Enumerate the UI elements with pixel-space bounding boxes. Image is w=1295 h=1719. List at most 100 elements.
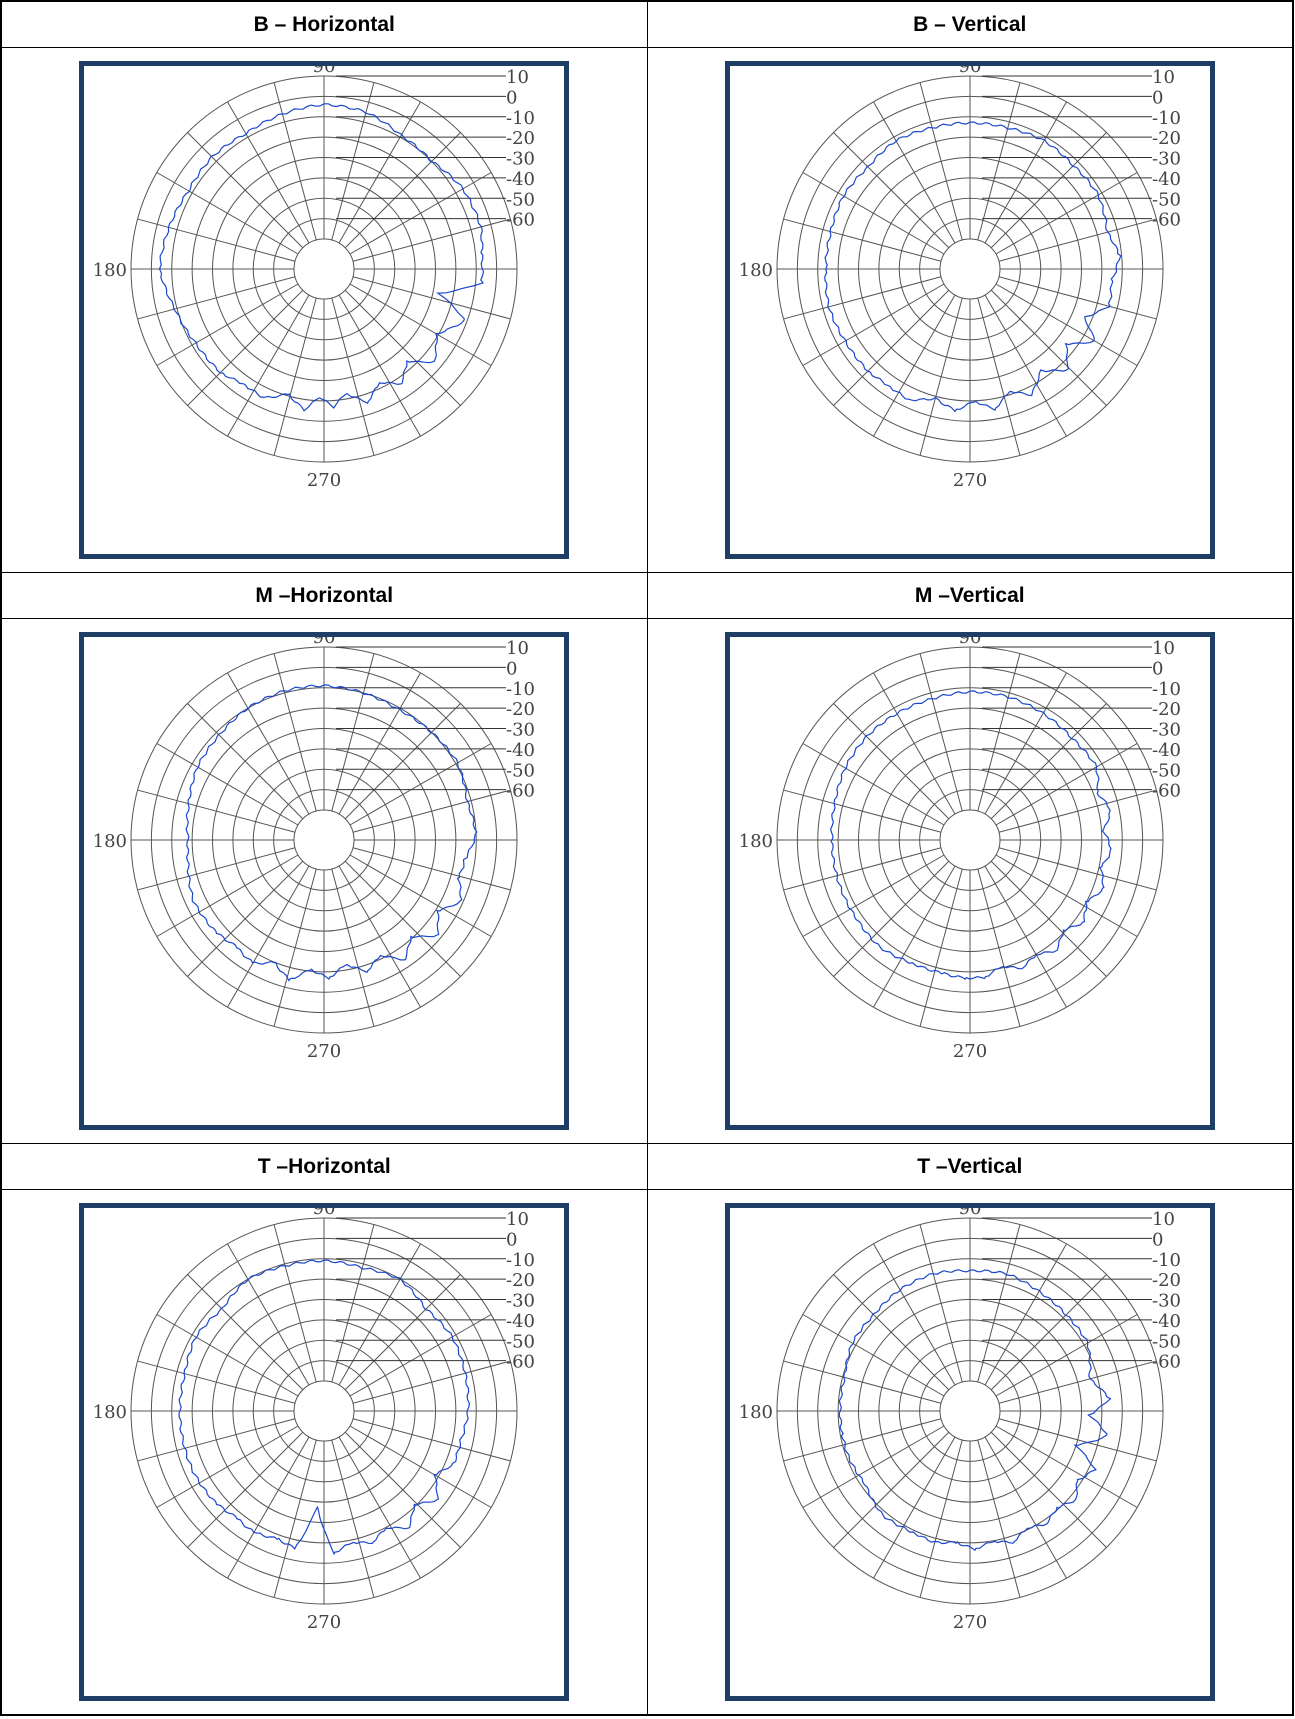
chart-title-t-vertical: T –Vertical (646, 1143, 1294, 1190)
grid-spoke (187, 703, 304, 820)
radial-tick-label: 0 (1152, 87, 1163, 108)
grid-spoke (273, 82, 317, 241)
grid-spoke (349, 743, 492, 826)
radial-tick-label: -50 (1152, 760, 1181, 781)
angle-label-270: 270 (953, 1041, 987, 1062)
grid-spoke (156, 743, 299, 826)
grid-spoke (832, 289, 949, 406)
grid-spoke (345, 860, 462, 977)
grid-ring (293, 1380, 355, 1442)
grid-spoke (872, 1243, 956, 1386)
grid-spoke (349, 1425, 492, 1508)
pattern-trace (159, 103, 485, 412)
plot-frame: 10 0 -10 -20 -30 -40 -50 -60 90 180 270 (79, 1203, 570, 1701)
radial-tick-label: -10 (506, 679, 535, 700)
polar-plot-t-horizontal: 100-10-20-30-40-50-60 90 180 270 (93, 1208, 535, 1633)
grid-spoke (227, 101, 310, 244)
grid-spoke (353, 1418, 511, 1462)
grid-spoke (338, 672, 422, 815)
grid-spoke (984, 294, 1067, 437)
grid-spoke (783, 789, 941, 833)
angle-label-180: 180 (738, 260, 772, 281)
grid-spoke (783, 276, 941, 320)
grid-spoke (227, 1243, 310, 1386)
radial-tick-label: -50 (506, 189, 535, 210)
grid-spoke (345, 289, 462, 406)
radial-tick-label: -10 (506, 1250, 535, 1271)
grid-spoke (984, 1243, 1067, 1386)
grid-spoke (187, 1274, 304, 1391)
plot-frame: 10 0 -10 -20 -30 -40 -50 -60 90 180 270 (79, 632, 570, 1130)
grid-spoke (990, 1274, 1107, 1391)
grid-spoke (919, 82, 963, 241)
radial-tick-label: -30 (506, 1291, 535, 1312)
grid-spoke (919, 868, 963, 1027)
grid-spoke (977, 1439, 1021, 1598)
radial-tick-label: -10 (1152, 1250, 1181, 1271)
radial-tick-label: -60 (1152, 781, 1181, 802)
grid-spoke (349, 172, 492, 255)
radial-tick-label: -10 (1152, 679, 1181, 700)
grid-spoke (802, 283, 945, 366)
radial-tick-label: 0 (506, 87, 517, 108)
grid-ring (939, 238, 1001, 300)
grid-spoke (802, 743, 945, 826)
grid-spoke (872, 1436, 956, 1579)
grid-spoke (137, 789, 296, 833)
radial-tick-label: 0 (1152, 658, 1163, 679)
grid-spoke (338, 1436, 422, 1579)
grid-spoke (977, 82, 1021, 241)
grid-spoke (872, 294, 956, 437)
grid-spoke (919, 653, 963, 812)
chart-title-b-horizontal: B – Horizontal (0, 0, 648, 48)
chart-title-t-horizontal: T –Horizontal (0, 1143, 648, 1190)
grid-spoke (353, 847, 511, 891)
polar-plot-m-horizontal: 100-10-20-30-40-50-60 90 180 270 (93, 637, 535, 1062)
grid-spoke (156, 1425, 299, 1508)
radial-tick-label: -40 (1152, 169, 1181, 190)
angle-label-270: 270 (307, 1041, 341, 1062)
grid-spoke (156, 1314, 299, 1397)
pattern-trace (185, 684, 478, 982)
grid-spoke (984, 1436, 1067, 1579)
grid-spoke (349, 854, 492, 937)
grid-spoke (345, 1431, 462, 1548)
radial-tick-label: -20 (1152, 699, 1181, 720)
radial-tick-label: -40 (506, 740, 535, 761)
grid-spoke (137, 276, 296, 320)
pattern-trace (838, 1269, 1112, 1551)
chart-cell-b-vertical: 10 0 -10 -20 -30 -40 -50 -60 90 180 270 (646, 47, 1294, 573)
grid-spoke (872, 101, 956, 244)
radial-tick-label: -40 (506, 169, 535, 190)
grid-spoke (990, 860, 1107, 977)
grid-spoke (187, 132, 304, 249)
pattern-trace (823, 121, 1122, 413)
radial-tick-label: -30 (1152, 149, 1181, 170)
grid-spoke (990, 132, 1107, 249)
grid-spoke (331, 82, 375, 241)
grid-spoke (919, 297, 963, 456)
radial-tick-label: 10 (506, 67, 529, 88)
grid-spoke (990, 289, 1107, 406)
grid-spoke (998, 847, 1157, 891)
radial-tick-label: -50 (506, 760, 535, 781)
pattern-trace (829, 690, 1112, 980)
grid-spoke (187, 289, 304, 406)
grid-spoke (919, 1224, 963, 1383)
radial-tick-label: -10 (1152, 108, 1181, 129)
angle-label-90: 90 (958, 66, 981, 77)
grid-spoke (977, 1224, 1021, 1383)
radial-tick-label: -30 (1152, 1291, 1181, 1312)
grid-spoke (984, 865, 1067, 1008)
grid-spoke (984, 672, 1067, 815)
polar-plot-t-vertical: 100-10-20-30-40-50-60 90 180 270 (738, 1208, 1181, 1633)
angle-label-90: 90 (313, 66, 336, 77)
grid-spoke (227, 672, 310, 815)
radial-tick-label: -60 (1152, 1352, 1181, 1373)
grid-spoke (977, 868, 1021, 1027)
grid-spoke (353, 218, 511, 262)
grid-spoke (783, 1360, 941, 1404)
grid-ring (293, 809, 355, 871)
grid-spoke (995, 172, 1138, 255)
grid-spoke (137, 1360, 296, 1404)
